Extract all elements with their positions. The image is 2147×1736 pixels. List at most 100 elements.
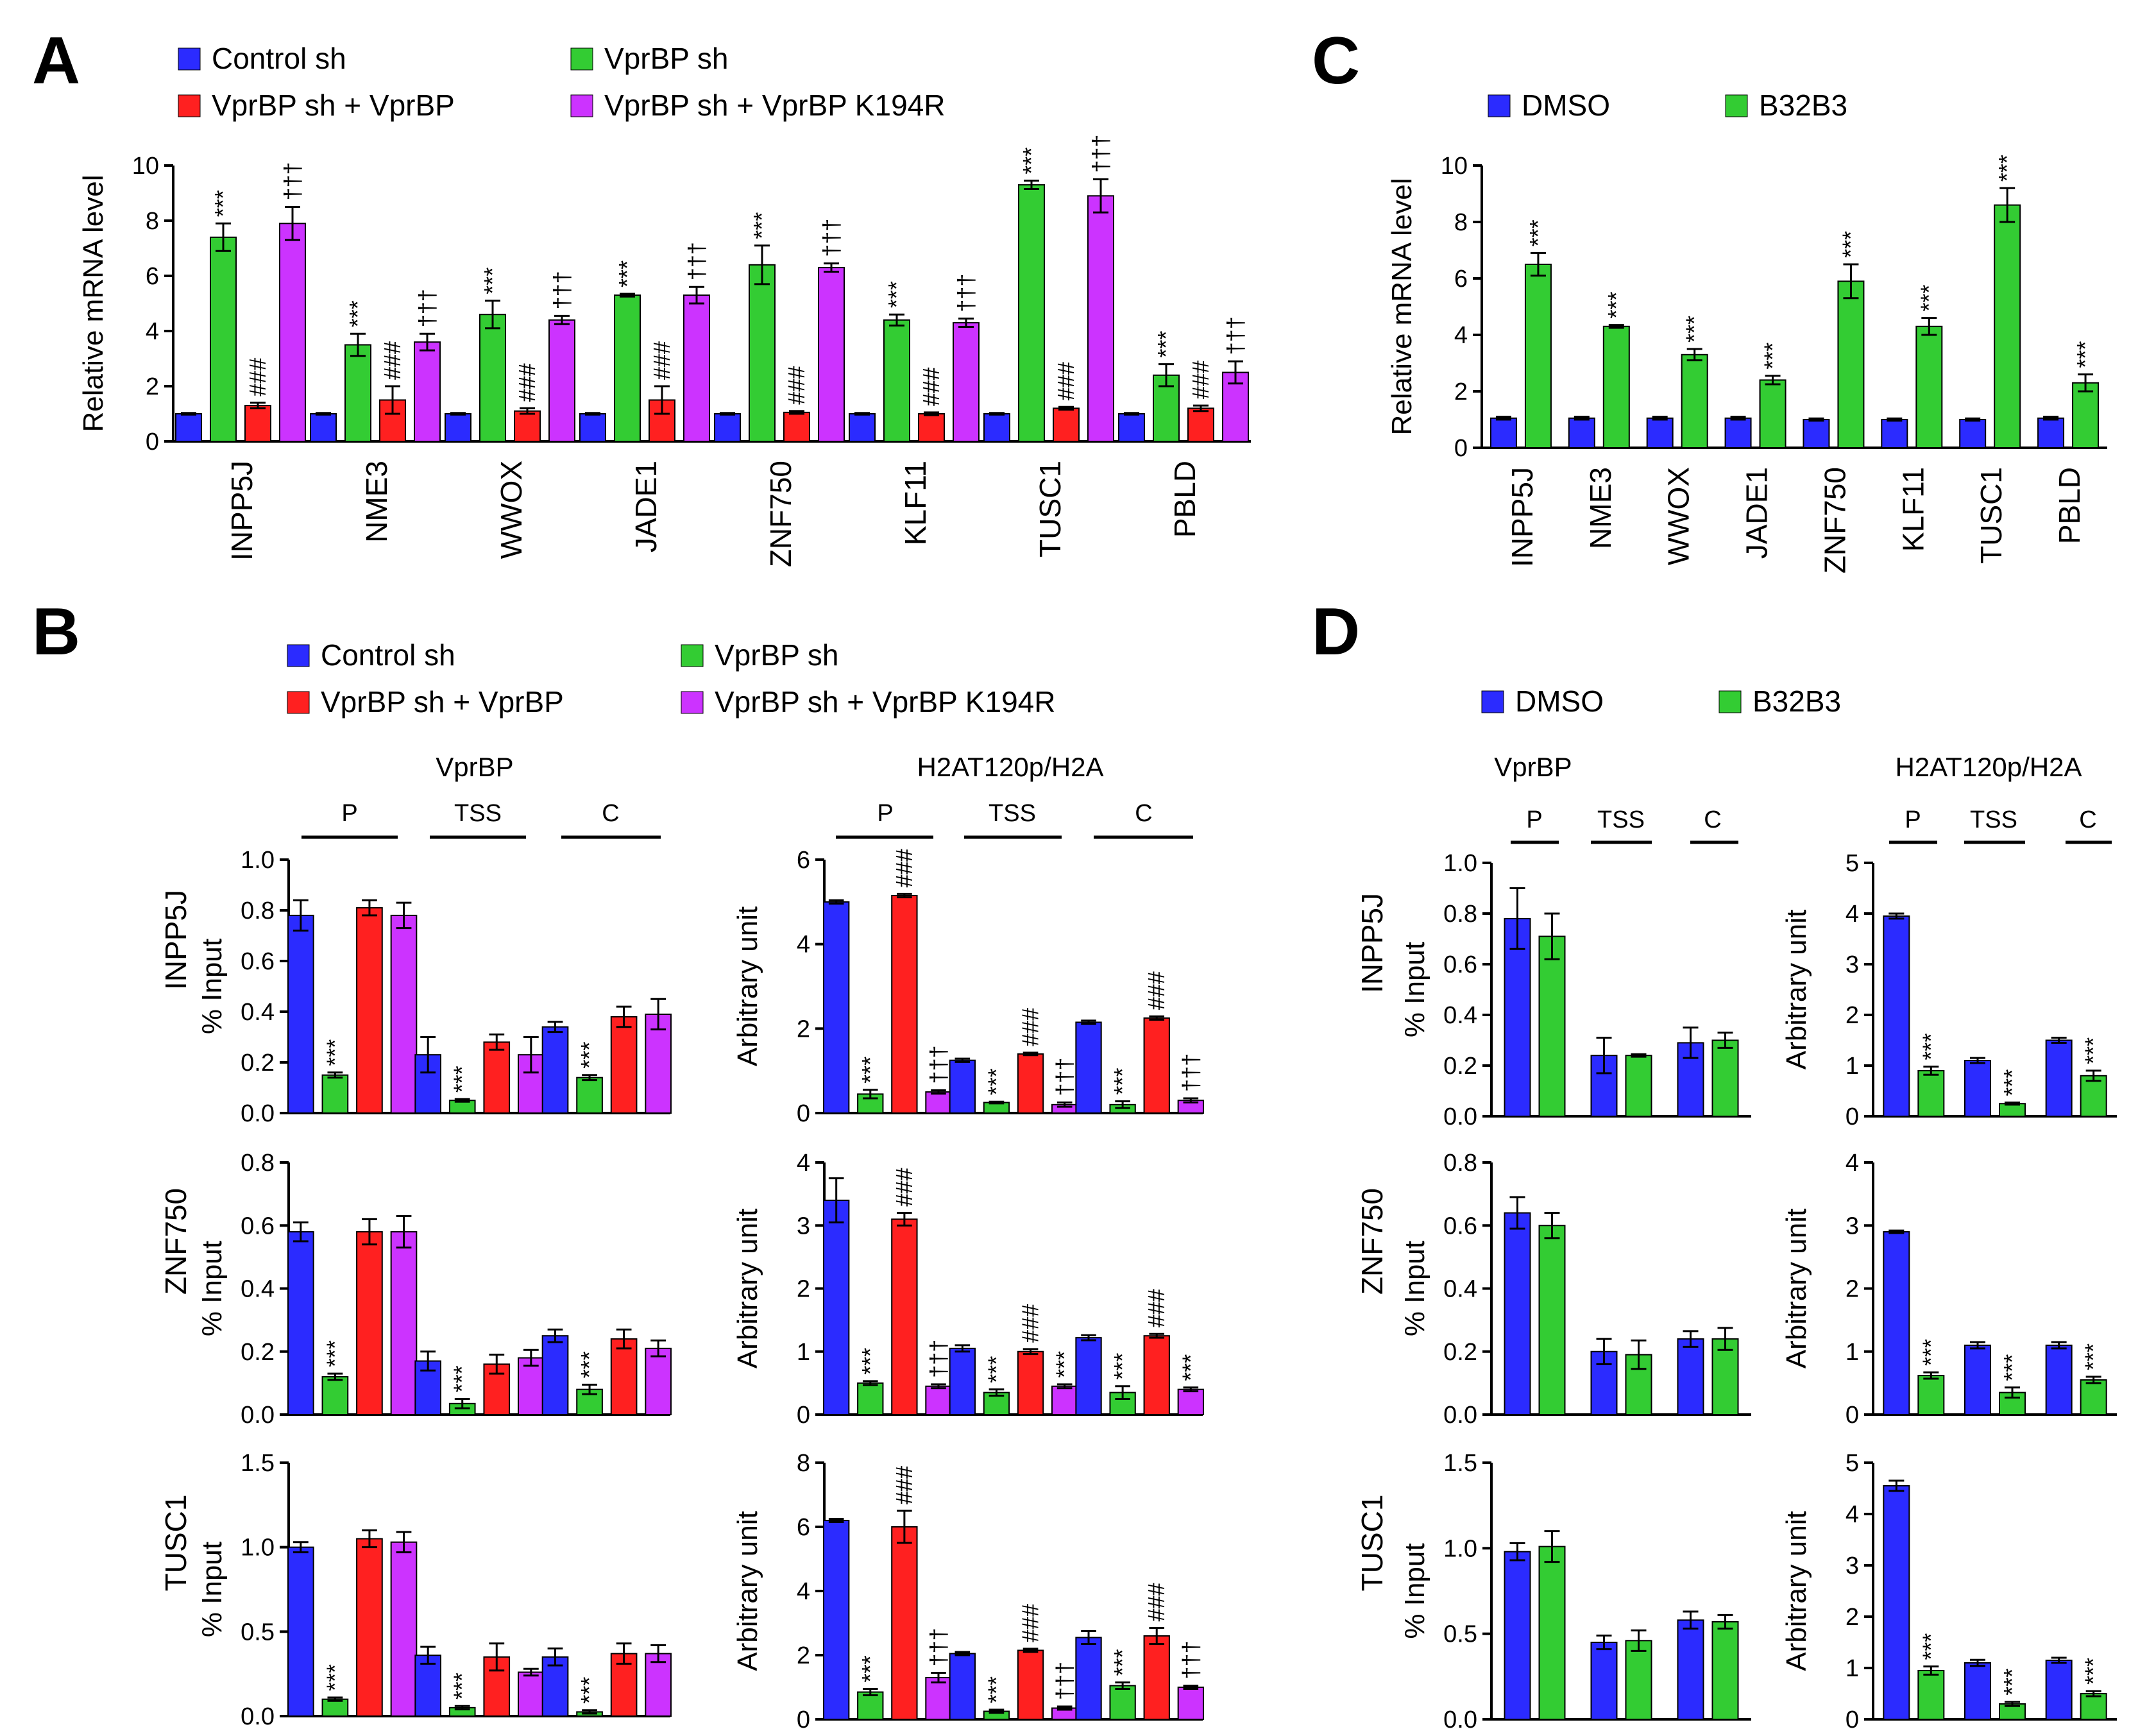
- significance-label: †††: [1051, 1057, 1078, 1096]
- y-axis-title: Relative mRNA level: [78, 174, 109, 432]
- chart-d-vprbp-tusc1: 0.0 0.5 1.0 1.5 % Input: [1399, 1450, 1751, 1733]
- y-tick-label: 0.2: [241, 1050, 275, 1076]
- bar-control-sh-tss: [414, 1655, 442, 1717]
- bar-b32b3-jade1: [1759, 379, 1786, 449]
- bar-b32b3-wwox: [1681, 353, 1708, 448]
- significance-label: ***: [1681, 316, 1708, 343]
- significance-label: ***: [1109, 1068, 1135, 1095]
- y-tick-label: 0: [797, 1402, 810, 1429]
- significance-label: †††: [1087, 134, 1114, 173]
- significance-label: ***: [479, 268, 505, 294]
- y-tick-label: 5: [1846, 850, 1859, 877]
- bar-dmso-pbld: [2037, 417, 2065, 448]
- bar-vprbp-sh-znf750: [749, 264, 776, 442]
- bar-control-sh-c: [541, 1335, 569, 1415]
- y-tick-label: 4: [146, 318, 159, 345]
- significance-label: ***: [1994, 155, 2020, 182]
- bar-vprbp-sh-vprbp-k194r-klf11: [953, 322, 980, 442]
- significance-label: ***: [983, 1068, 1009, 1095]
- y-tick-label: 0.2: [1443, 1339, 1477, 1366]
- bar-b32b3-p: [1538, 1225, 1566, 1415]
- panel-label-d: D: [1312, 595, 1360, 669]
- group-header-c: C: [2079, 806, 2096, 833]
- significance-label: ###: [1017, 1008, 1044, 1046]
- bar-vprbp-sh-vprbp-k194r-p: [925, 1677, 952, 1720]
- bar-vprbp-sh-vprbp-k194r-p: [390, 1231, 418, 1415]
- significance-label: ***: [321, 1340, 348, 1367]
- row-title-inpp5j: INPP5J: [159, 890, 192, 990]
- bar-vprbp-sh-vprbp-k194r-nme3: [414, 341, 441, 443]
- group-header-tss: TSS: [1597, 806, 1645, 833]
- y-tick-label: 1.5: [241, 1450, 275, 1477]
- bar-control-sh-p: [823, 901, 850, 1114]
- bar-control-sh-jade1: [579, 413, 606, 442]
- y-tick-label: 0.4: [241, 1276, 275, 1303]
- bar-vprbp-sh-wwox: [479, 314, 506, 443]
- bar-dmso-wwox: [1646, 417, 1674, 448]
- bar-vprbp-sh-vprbp-wwox: [514, 410, 541, 443]
- y-tick-label: 2: [1454, 379, 1468, 405]
- significance-label: ***: [614, 260, 640, 287]
- group-header-tss: TSS: [1970, 806, 2017, 833]
- legend-swatch-dmso: [1488, 94, 1511, 117]
- legend-swatch-control-sh: [287, 644, 310, 667]
- bar-vprbp-sh-vprbp-c: [1143, 1335, 1170, 1415]
- bar-vprbp-sh-vprbp-k194r-c: [1177, 1388, 1204, 1415]
- y-tick-label: 10: [132, 153, 159, 180]
- y-tick-label: 0: [797, 1100, 810, 1127]
- significance-label: ***: [1109, 1353, 1135, 1380]
- chart-b-vprbp-tusc1: 0.0 0.5 1.0 1.5 % Input *** *** ***: [196, 1450, 672, 1730]
- significance-label: ***: [1917, 1339, 1944, 1366]
- y-tick-label: 0.0: [241, 1100, 275, 1127]
- bar-vprbp-sh-vprbp-inpp5j: [244, 405, 271, 442]
- y-tick-label: 10: [1441, 153, 1468, 180]
- bar-control-sh-c: [1075, 1337, 1102, 1416]
- category-label-tusc1: TUSC1: [1033, 461, 1067, 557]
- category-label-inpp5j: INPP5J: [1506, 467, 1539, 567]
- y-tick-label: 1.0: [1443, 850, 1477, 877]
- significance-label: ***: [883, 281, 910, 308]
- y-tick-label: 0: [1454, 435, 1468, 462]
- bar-control-sh-c: [1075, 1021, 1102, 1114]
- chart-panel-a: 0 2 4 6 8 10 Relative mRNA level *** ### ††† INPP5…: [78, 134, 1251, 567]
- panel-label-c: C: [1312, 24, 1360, 98]
- group-header-c: C: [602, 800, 619, 827]
- bar-b32b3-pbld: [2072, 382, 2100, 448]
- bar-vprbp-sh-vprbp-p: [356, 1538, 383, 1717]
- significance-label: ###: [891, 849, 917, 887]
- y-tick-label: 1.0: [241, 847, 275, 874]
- bar-vprbp-sh-vprbp-tusc1: [1053, 407, 1080, 443]
- y-tick-label: 3: [1846, 951, 1859, 978]
- bar-dmso-c: [2045, 1660, 2073, 1720]
- bar-vprbp-sh-p: [857, 1382, 884, 1415]
- bar-vprbp-sh-vprbp-k194r-p: [390, 1541, 418, 1717]
- y-axis-title: % Input: [196, 1241, 228, 1336]
- chart-d-vprbp-znf750: 0.0 0.2 0.4 0.6 0.8 % Input: [1399, 1150, 1751, 1429]
- bar-vprbp-sh-vprbp-k194r-c: [645, 1347, 672, 1415]
- bar-dmso-tusc1: [1959, 419, 1987, 448]
- significance-label: ***: [449, 1672, 475, 1699]
- significance-label: †††: [925, 1340, 951, 1378]
- y-axis-title: % Input: [196, 1542, 228, 1637]
- significance-label: ***: [1999, 1069, 2025, 1096]
- bar-vprbp-sh-vprbp-k194r-wwox: [548, 319, 575, 442]
- y-tick-label: 8: [146, 208, 159, 235]
- significance-label: ***: [321, 1039, 348, 1066]
- bar-vprbp-sh-p: [321, 1376, 349, 1416]
- bar-control-sh-tusc1: [983, 413, 1010, 442]
- y-tick-label: 1.5: [1443, 1450, 1477, 1477]
- significance-label: ***: [321, 1664, 348, 1691]
- legend-panel-a: Control sh VprBP sh VprBP sh + VprBP Vpr…: [178, 42, 945, 122]
- significance-label: †††: [1222, 316, 1248, 355]
- bar-dmso-p: [1883, 1485, 1910, 1720]
- bar-vprbp-sh-vprbp-c: [610, 1338, 638, 1416]
- y-tick-label: 1: [1846, 1655, 1859, 1682]
- y-tick-label: 0.8: [241, 898, 275, 924]
- y-axis-title: Relative mRNA level: [1386, 178, 1418, 435]
- legend-swatch-vprbp-sh-vprbp: [287, 691, 310, 714]
- legend-label-control-sh: Control sh: [212, 42, 346, 75]
- row-title-znf750: ZNF750: [159, 1188, 192, 1295]
- group-header-p: P: [1905, 806, 1921, 833]
- bar-dmso-c: [1677, 1338, 1704, 1416]
